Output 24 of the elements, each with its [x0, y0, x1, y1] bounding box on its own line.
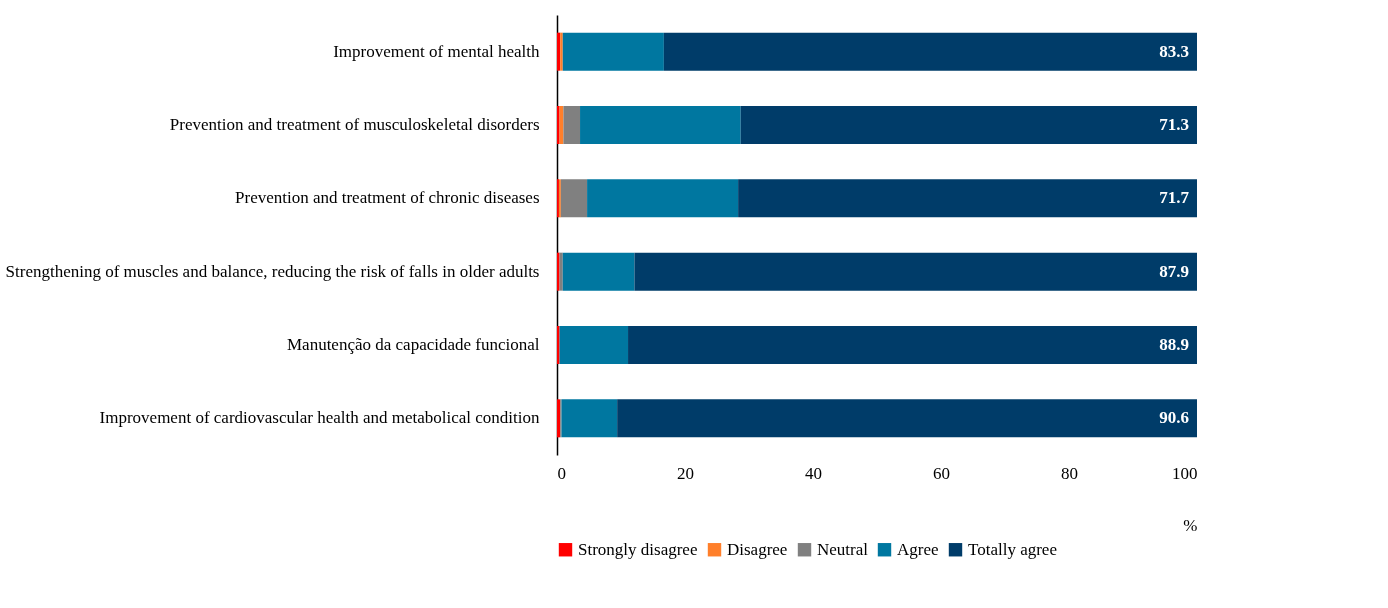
y-tick-label: Prevention and treatment of musculoskeletal disorders [169, 115, 540, 134]
legend-label: Totally agree [968, 539, 1057, 559]
y-tick-label: Improvement of cardiovascular health and metabolical condition [99, 408, 540, 428]
legend-label: Neutral [817, 539, 869, 559]
legend-label: Disagree [727, 539, 788, 559]
x-tick-label: 20 [677, 463, 694, 483]
data-label: 88.9 [1159, 335, 1189, 354]
y-tick-label: Prevention and treatment of chronic diseases [235, 188, 540, 208]
x-tick-label: 100 [1172, 463, 1198, 483]
legend-label: Agree [897, 539, 939, 559]
y-tick-label: Manutenção da capacidade funcional [286, 335, 540, 354]
x-tick-label: 60 [933, 463, 950, 483]
data-label: 71.7 [1159, 188, 1190, 208]
x-tick-label: 80 [1061, 463, 1078, 483]
data-label: 83.3 [1159, 41, 1189, 61]
y-tick-label: Improvement of mental health [333, 41, 540, 61]
y-tick-label: Strengthening of muscles and balance, reducing the risk of falls in older adults [5, 261, 540, 281]
x-tick-label: 0 [557, 463, 566, 483]
x-tick-label: 40 [805, 463, 822, 483]
data-label: 71.3 [1159, 115, 1189, 134]
data-label: 90.6 [1159, 408, 1189, 428]
legend-label: Strongly disagree [578, 539, 698, 559]
x-axis-title: % [1183, 515, 1198, 535]
data-label: 87.9 [1159, 261, 1189, 281]
